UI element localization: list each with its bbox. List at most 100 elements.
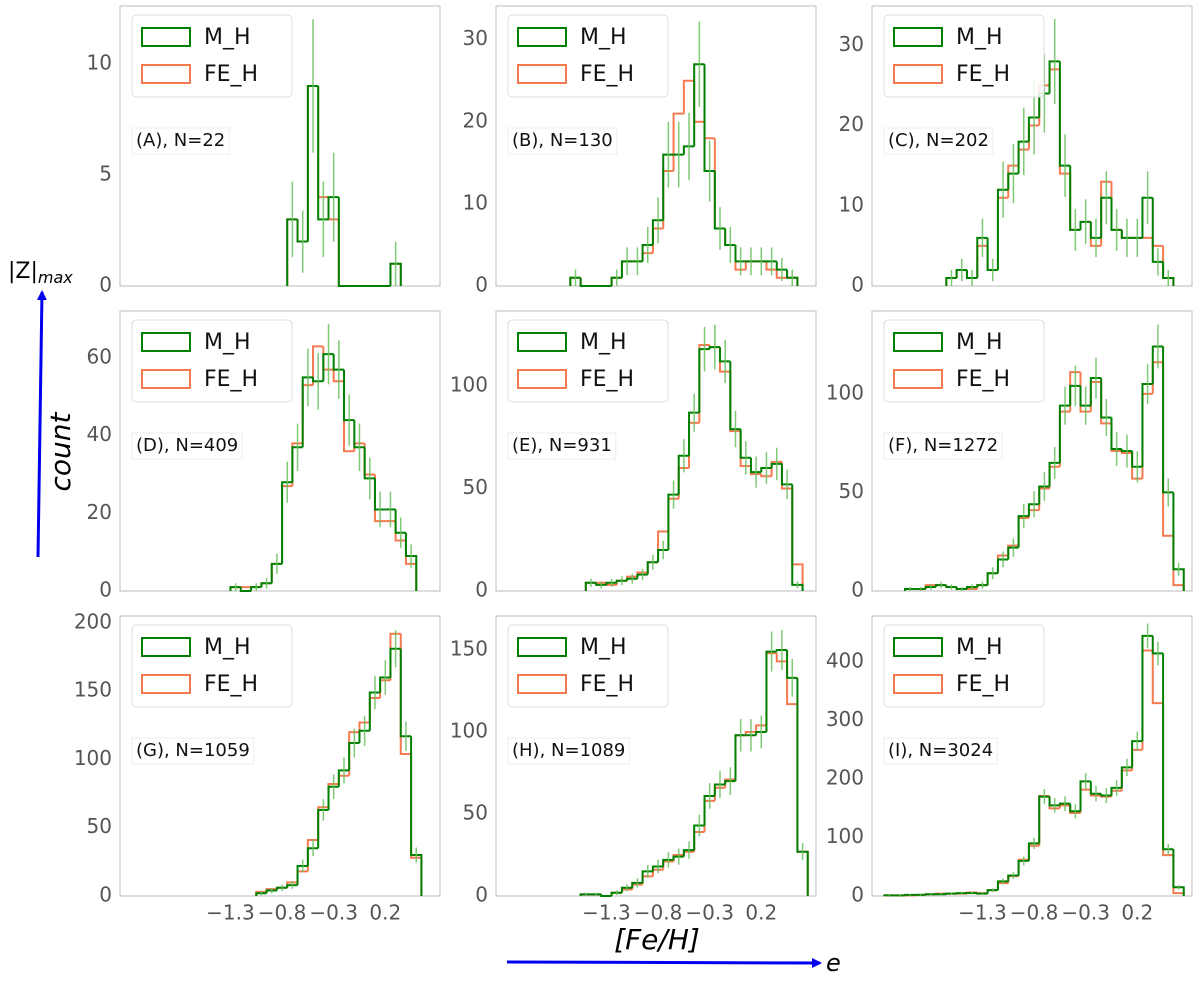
histogram-step: [719, 347, 731, 363]
histogram-step: [770, 460, 782, 477]
histogram-step: [296, 219, 308, 243]
legend-label: M_H: [956, 25, 1003, 50]
histogram-step: [265, 889, 277, 894]
histogram-step: [301, 376, 314, 448]
histogram-step: [996, 558, 1009, 574]
histogram-step: [641, 870, 653, 883]
histogram-step: [646, 561, 659, 575]
legend-box: [507, 14, 669, 98]
histogram-step: [1017, 515, 1029, 548]
histogram-step: [1110, 197, 1122, 231]
histogram-step: [358, 721, 370, 733]
y-tick-label: 100: [826, 380, 864, 404]
histogram-step: [698, 348, 710, 413]
legend-label: FE_H: [580, 62, 634, 87]
histogram-step: [1058, 802, 1071, 806]
histogram-step: [1007, 546, 1019, 560]
legend-box: [507, 319, 669, 403]
histogram-step: [1079, 385, 1091, 407]
histogram-step: [281, 481, 293, 564]
legend-label: M_H: [580, 25, 627, 50]
legend-box: [883, 319, 1045, 403]
histogram-step: [693, 824, 705, 851]
legend-swatch: [893, 64, 943, 84]
histogram-step: [651, 865, 664, 872]
histogram-step: [1120, 449, 1133, 452]
histogram-step: [286, 218, 298, 286]
histogram-step: [1017, 859, 1029, 876]
histogram-step: [260, 582, 272, 588]
histogram-step: [1027, 116, 1040, 142]
legend-box: [131, 319, 293, 403]
histogram-step: [389, 647, 401, 678]
y-tick-label: 0: [475, 273, 488, 297]
histogram-step: [1089, 377, 1102, 406]
histogram-step: [713, 783, 726, 796]
y-tick-label: 0: [851, 273, 864, 297]
annotation-box: [883, 127, 994, 155]
histogram-step: [327, 196, 339, 220]
legend-swatch: [893, 369, 943, 389]
histogram-step: [1100, 378, 1112, 419]
legend-label: FE_H: [204, 672, 258, 697]
histogram-step: [945, 585, 957, 589]
histogram-step: [775, 269, 788, 279]
y-tick-label: 0: [99, 883, 112, 907]
histogram-step: [1058, 404, 1071, 463]
histogram-step: [945, 892, 957, 895]
x-axis-label: [Fe/H]: [614, 923, 700, 956]
histogram-step: [976, 892, 988, 895]
histogram-step: [1141, 634, 1153, 742]
histogram-step: [348, 742, 360, 771]
annotation: (B), N=130: [512, 130, 613, 151]
vertical-arrow-label: |Z|max: [8, 259, 73, 287]
x-tick-label: 0.2: [745, 901, 777, 925]
annotation: (A), N=22: [136, 130, 225, 151]
legend-label: M_H: [580, 330, 627, 355]
histogram-step: [306, 847, 319, 866]
histogram-step: [682, 145, 695, 155]
histogram-step: [229, 586, 241, 591]
histogram-step: [708, 346, 720, 350]
x-tick-label: −0.8: [634, 901, 683, 925]
y-tick-label: 0: [99, 273, 112, 297]
histogram-step: [1048, 796, 1060, 807]
y-tick-label: 100: [450, 373, 488, 397]
legend-label: M_H: [956, 330, 1003, 355]
y-tick-label: 20: [87, 500, 112, 524]
histogram-step: [250, 586, 262, 591]
histogram-step: [337, 769, 350, 787]
histogram-step: [615, 579, 628, 583]
y-tick-label: 0: [475, 578, 488, 602]
histogram-step: [744, 730, 757, 736]
y-tick-label: 30: [463, 26, 488, 50]
y-tick-label: 20: [463, 108, 488, 132]
y-tick-label: 100: [74, 746, 112, 770]
y-tick-label: 10: [839, 192, 864, 216]
histogram-step: [353, 420, 365, 449]
y-tick-label: 150: [74, 678, 112, 702]
annotation: (G), N=1059: [136, 740, 250, 761]
annotation-box: [507, 737, 630, 765]
histogram-step: [1162, 653, 1174, 851]
histogram-step: [312, 345, 324, 386]
histogram-step: [955, 892, 967, 895]
legend-box: [883, 14, 1045, 98]
histogram-step: [965, 269, 978, 279]
legend-swatch: [893, 637, 943, 657]
x-tick-label: −0.3: [309, 901, 358, 925]
histogram-step: [275, 886, 288, 891]
histogram-step: [729, 361, 741, 431]
x-tick-label: −0.3: [685, 901, 734, 925]
histogram-step: [605, 581, 617, 585]
histogram-step: [651, 219, 664, 245]
legend-box: [131, 14, 293, 98]
legend-label: FE_H: [204, 62, 258, 87]
histogram-step: [1079, 372, 1091, 413]
histogram-step: [1069, 165, 1081, 231]
histogram-step: [1141, 382, 1153, 467]
histogram-step: [620, 260, 633, 278]
x-tick-label: −1.3: [206, 901, 255, 925]
arrow-label-main: |Z|: [8, 259, 38, 284]
histogram-step: [394, 509, 406, 534]
